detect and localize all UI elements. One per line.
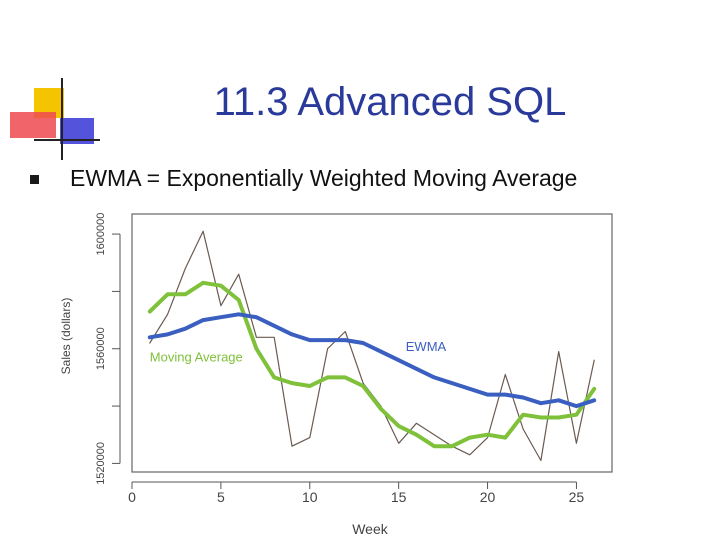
series-lines <box>147 230 597 462</box>
bullet-square-icon <box>30 175 39 184</box>
x-tick-label: 25 <box>569 489 585 505</box>
y-axis: 1520000 1560000 1600000 <box>95 213 121 485</box>
y-tick-label: 1600000 <box>95 213 107 256</box>
series-line-moving_average <box>147 280 597 449</box>
plot-frame <box>131 213 613 473</box>
y-axis-label: Sales (dollars) <box>59 298 73 375</box>
annotation-moving_average: Moving Average <box>150 350 243 365</box>
series-line-ewma <box>147 312 597 409</box>
bullet-item: EWMA = Exponentially Weighted Moving Ave… <box>30 165 710 195</box>
x-tick-label: 15 <box>391 489 407 505</box>
sales-chart: 1520000 1560000 1600000 0 5 10 15 20 25 EWMA Mov… <box>59 213 613 537</box>
slide-title: 11.3 Advanced SQL <box>213 80 567 124</box>
logo-red-square <box>10 112 56 138</box>
y-tick-label: 1520000 <box>95 442 107 485</box>
x-tick-label: 5 <box>217 489 225 505</box>
x-axis-label: Week <box>352 521 389 537</box>
x-tick-label: 10 <box>302 489 318 505</box>
bullet-text: EWMA = Exponentially Weighted Moving Ave… <box>70 165 578 191</box>
x-axis: 0 5 10 15 20 25 <box>128 481 585 505</box>
y-tick-label: 1560000 <box>95 327 107 370</box>
annotation-ewma: EWMA <box>406 339 447 354</box>
x-tick-label: 0 <box>128 489 136 505</box>
annotations: EWMA Moving Average <box>150 339 447 365</box>
slide-logo <box>10 78 100 160</box>
x-tick-label: 20 <box>480 489 496 505</box>
